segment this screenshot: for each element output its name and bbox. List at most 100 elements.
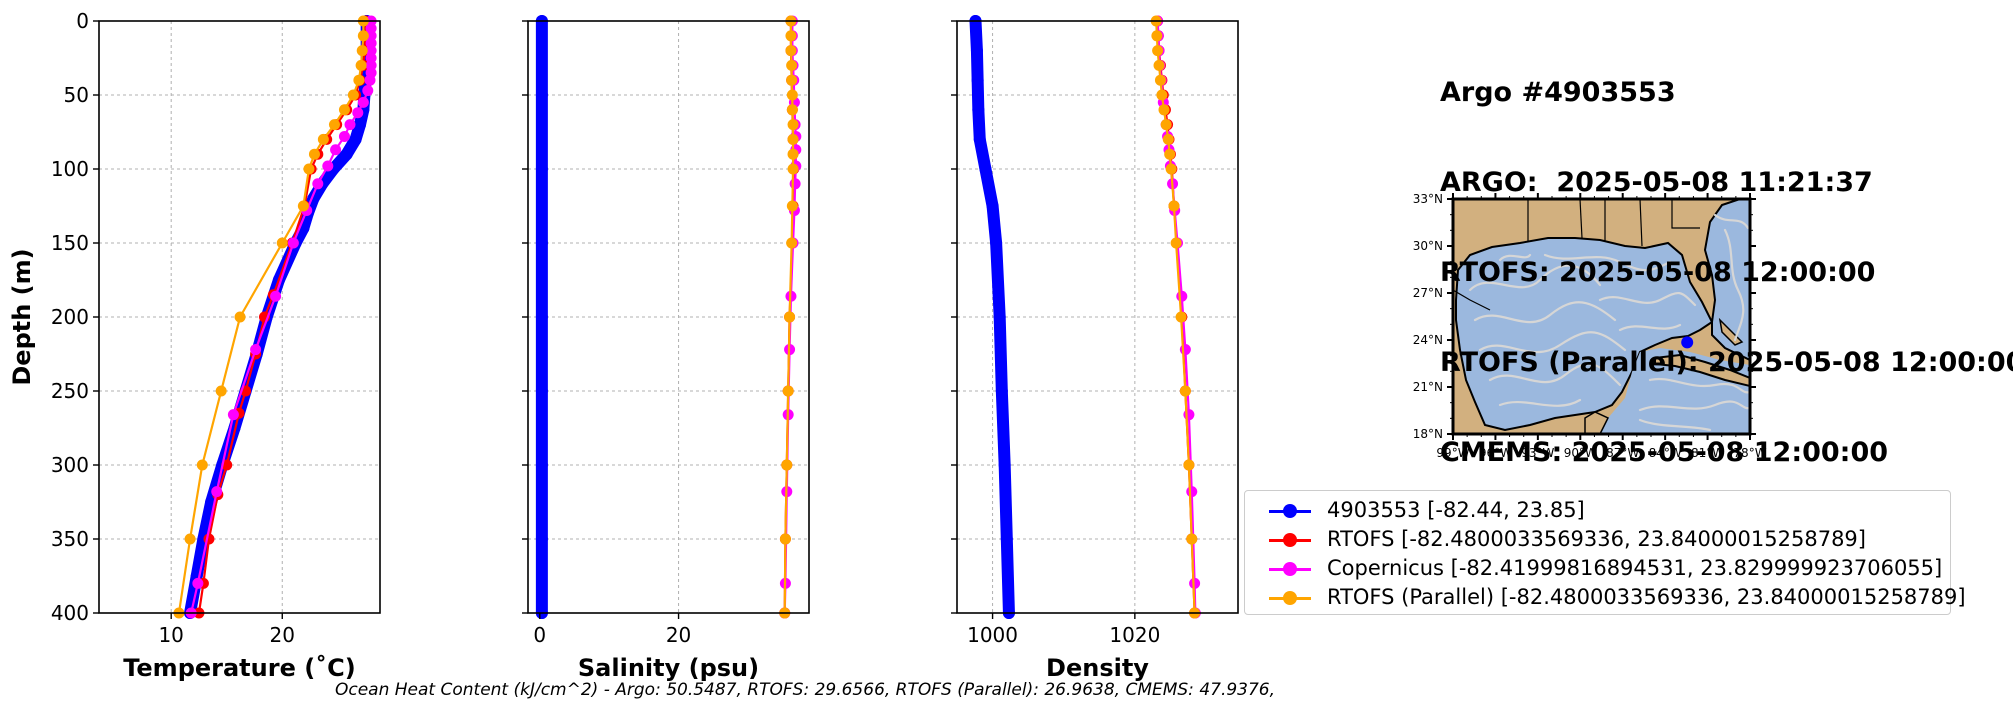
title-line-rtofs-parallel-time: RTOFS (Parallel): 2025-05-08 12:00:00 (1440, 347, 2013, 378)
data-point (785, 30, 797, 42)
data-point (1170, 237, 1182, 249)
data-point (1165, 163, 1177, 175)
data-point (1000, 533, 1013, 545)
data-point (211, 486, 223, 498)
data-point (785, 45, 797, 57)
data-point (1183, 409, 1195, 421)
y-axis: 0 50 100 150 200 250 300 350 400 (51, 9, 99, 625)
data-point (535, 163, 548, 175)
data-point (353, 74, 365, 86)
data-point (784, 311, 796, 323)
data-point (308, 148, 320, 160)
data-point (340, 148, 353, 161)
gulf-of-mexico-map: 33°N 30°N 27°N 24°N 21°N 18°N 99°W 96°W 93°W 90°W… (1413, 192, 1767, 460)
data-point (354, 118, 367, 131)
legend-item-argo: 4903553 [-82.44, 23.85] (1245, 497, 1950, 526)
map-lon-label: 78°W (1733, 446, 1766, 460)
title-line-argo-time: ARGO: 2025-05-08 11:21:37 (1440, 167, 1873, 198)
map-streamlines (1468, 213, 1750, 432)
data-point (1154, 74, 1166, 86)
y-tick-label: 50 (64, 83, 89, 107)
data-point (970, 44, 983, 57)
data-point (184, 533, 196, 545)
data-point (338, 130, 350, 142)
y-tick-label: 400 (51, 601, 89, 625)
data-point (344, 119, 356, 131)
map-lat-label: 21°N (1413, 380, 1443, 394)
legend-label: RTOFS (Parallel) [-82.4800033569336, 23.… (1327, 585, 1966, 609)
data-point (781, 459, 793, 471)
data-point (276, 237, 288, 249)
data-point (786, 89, 798, 101)
data-point (786, 59, 798, 71)
data-point (535, 89, 548, 101)
map-lat-label: 30°N (1413, 239, 1443, 253)
data-point (535, 533, 548, 545)
legend-label: 4903553 [-82.44, 23.85] (1327, 498, 1585, 522)
map-yucatan-edge (1584, 411, 1610, 434)
data-point (349, 133, 362, 146)
legend-swatch-marker (1283, 591, 1297, 605)
data-point (787, 119, 799, 131)
data-point (789, 178, 801, 190)
map-lat-label: 33°N (1413, 192, 1443, 206)
data-point (1152, 45, 1164, 57)
data-point (535, 385, 548, 397)
data-point (1151, 30, 1163, 42)
series-rtofs-parallel- (779, 15, 799, 619)
data-point (1176, 290, 1188, 302)
map-borders (1453, 199, 1700, 311)
data-point (972, 103, 985, 116)
x-axis: 10 20 (158, 613, 295, 647)
data-point (357, 30, 369, 42)
figure-title-block: Argo #4903553 ARGO: 2025-05-08 11:21:37 … (1440, 18, 2013, 498)
map-lon-label: 99°W (1436, 446, 1469, 460)
data-point (993, 311, 1006, 323)
y-axis (522, 20, 528, 614)
data-point (787, 133, 799, 145)
x-axis: 1000 1020 (967, 613, 1160, 647)
data-point (1186, 533, 1198, 545)
x-tick-label: 1000 (967, 623, 1018, 647)
data-point (1186, 486, 1198, 498)
data-point (1164, 148, 1176, 160)
data-point (979, 163, 992, 175)
data-point (779, 533, 791, 545)
y-axis-label: Depth (m) (8, 248, 36, 385)
data-point (364, 74, 376, 86)
x-tick-label: 10 (158, 623, 183, 647)
data-point (215, 385, 227, 397)
data-point (1158, 104, 1170, 116)
data-point (287, 237, 299, 249)
data-point (990, 237, 1003, 249)
series-copernicus (185, 15, 377, 619)
x-tick-label: 20 (666, 623, 691, 647)
legend-swatch-marker (1283, 562, 1297, 576)
data-point (357, 96, 369, 108)
ocean-heat-content-caption: Ocean Heat Content (kJ/cm^2) - Argo: 50.… (334, 680, 1276, 700)
legend-swatch-marker (1283, 504, 1297, 518)
data-point (355, 59, 367, 71)
data-point (1156, 89, 1168, 101)
density-panel: 1000 1020 Density (951, 15, 1239, 682)
data-point (338, 104, 350, 116)
x-axis-label: Density (1046, 654, 1149, 682)
data-point (786, 237, 798, 249)
data-point (782, 385, 794, 397)
data-point (234, 311, 246, 323)
data-point (535, 237, 548, 249)
map-cuba (1654, 353, 1750, 388)
map-float-marker (1681, 336, 1694, 349)
title-line-rtofs-time: RTOFS: 2025-05-08 12:00:00 (1440, 257, 1876, 288)
y-tick-label: 350 (51, 527, 89, 551)
map-lon-label: 96°W (1479, 446, 1512, 460)
data-point (986, 200, 999, 212)
legend-label: RTOFS [-82.4800033569336, 23.84000015258… (1327, 527, 1866, 551)
x-tick-label: 1020 (1109, 623, 1160, 647)
data-point (362, 85, 374, 97)
data-point (312, 178, 324, 190)
data-point (1162, 133, 1174, 145)
map-lon-label: 87°W (1606, 446, 1639, 460)
series-rtofs-parallel- (173, 15, 369, 619)
